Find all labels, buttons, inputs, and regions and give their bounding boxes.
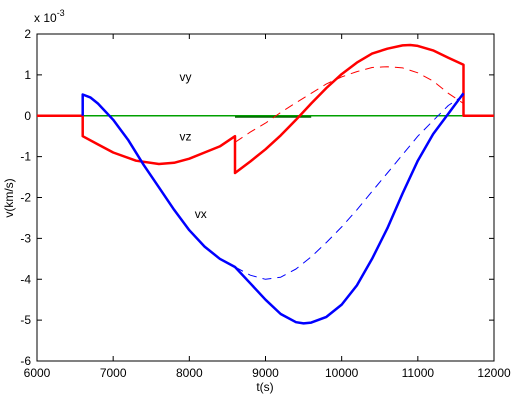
x-axis-label: t(s) bbox=[256, 380, 273, 394]
annotation-vx: vx bbox=[195, 207, 207, 221]
x-tick-label: 10000 bbox=[325, 366, 359, 380]
series-vz-solid-line bbox=[37, 43, 494, 175]
y-tick-label: 1 bbox=[24, 68, 31, 82]
plot-frame bbox=[36, 33, 495, 362]
x-tick-label: 8000 bbox=[176, 366, 203, 380]
y-tick-label: -2 bbox=[20, 191, 31, 205]
y-tick-label: -5 bbox=[20, 313, 31, 327]
series-vx-solid-line bbox=[81, 92, 465, 325]
y-tick-label: -1 bbox=[20, 150, 31, 164]
y-tick-label: -6 bbox=[20, 354, 31, 368]
x-axis-ticks: 6000 7000 8000 9000 10000 11000 12000 bbox=[24, 34, 511, 380]
plot-area bbox=[36, 33, 495, 362]
y-axis-ticks: -6 -5 -4 -3 -2 -1 0 1 2 bbox=[20, 27, 494, 368]
annotation-vy: vy bbox=[180, 70, 192, 84]
x-tick-label: 11000 bbox=[402, 366, 435, 380]
y-tick-label: -3 bbox=[20, 231, 31, 245]
y-exponent-label: x 10-3 bbox=[34, 8, 65, 25]
y-axis-label: v(km/s) bbox=[2, 178, 16, 217]
x-tick-label: 9000 bbox=[252, 366, 279, 380]
annotation-vz: vz bbox=[180, 129, 192, 143]
x-tick-label: 7000 bbox=[100, 366, 127, 380]
series-vx-dashed-line bbox=[234, 94, 464, 280]
series-layer bbox=[37, 43, 494, 325]
x-tick-label: 12000 bbox=[477, 366, 511, 380]
series-vz-dashed-line bbox=[234, 66, 464, 143]
y-tick-label: 2 bbox=[24, 27, 31, 41]
x-tick-label: 6000 bbox=[24, 366, 51, 380]
y-exponent-power: -3 bbox=[57, 8, 65, 18]
annotation-layer: vy vz vx bbox=[180, 70, 207, 221]
y-tick-label: 0 bbox=[24, 109, 31, 123]
y-tick-label: -4 bbox=[20, 272, 31, 286]
